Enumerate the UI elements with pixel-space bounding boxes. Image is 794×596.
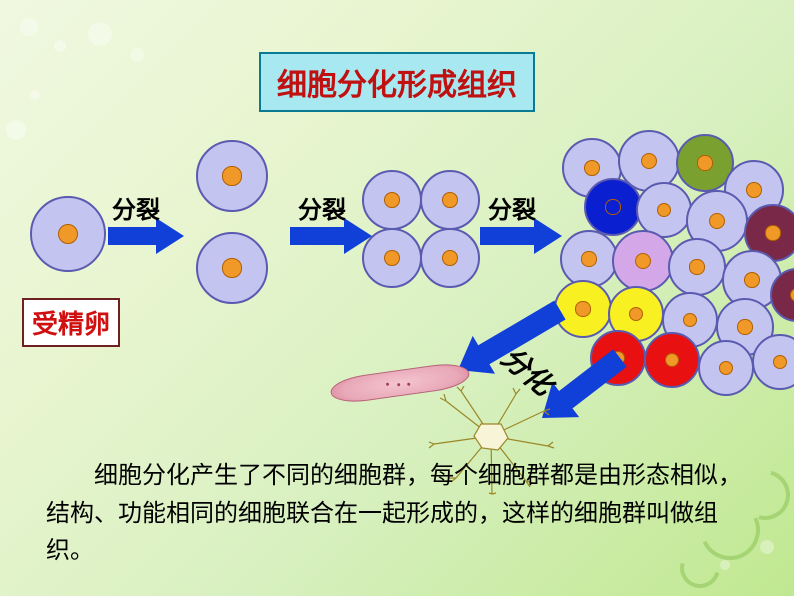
bg-bubble: [88, 22, 112, 46]
cell-nucleus: [581, 251, 596, 266]
cell-nucleus: [790, 288, 794, 302]
cell-nucleus: [442, 192, 458, 208]
cell-nucleus: [719, 361, 734, 376]
cell-nucleus: [384, 192, 400, 208]
cell-nucleus: [629, 307, 644, 322]
bg-bubble: [20, 18, 38, 36]
cell-nucleus: [641, 153, 657, 169]
cell-nucleus: [575, 301, 590, 316]
cell: [668, 238, 726, 296]
cell: [196, 232, 268, 304]
cell-nucleus: [222, 258, 241, 277]
bg-bubble: [30, 90, 40, 100]
division-label: 分裂: [112, 190, 160, 225]
cell: [554, 280, 612, 338]
cell-nucleus: [773, 355, 788, 370]
title-text: 细胞分化形成组织: [277, 69, 517, 102]
title-box: 细胞分化形成组织: [259, 52, 535, 112]
cell-nucleus: [442, 250, 458, 266]
body-paragraph: 细胞分化产生了不同的细胞群，每个细胞群都是由形态相似，结构、功能相同的细胞联合在…: [46, 458, 764, 570]
bg-bubble: [6, 120, 26, 140]
cell-nucleus: [683, 313, 698, 328]
bg-bubble: [130, 48, 144, 62]
fertilized-egg-label: 受精卵: [22, 298, 120, 347]
division-label: 分裂: [488, 190, 536, 225]
body-text: 细胞分化产生了不同的细胞群，每个细胞群都是由形态相似，结构、功能相同的细胞联合在…: [46, 463, 742, 563]
cell-nucleus: [611, 351, 626, 366]
cell-nucleus: [744, 272, 760, 288]
cell-nucleus: [689, 259, 704, 274]
cell-nucleus: [737, 319, 752, 334]
cell-nucleus: [384, 250, 400, 266]
cell: [420, 170, 480, 230]
cell: [612, 230, 674, 292]
cell: [644, 332, 700, 388]
cell-nucleus: [665, 353, 680, 368]
cell-nucleus: [635, 253, 651, 269]
cell: [560, 230, 618, 288]
cell: [30, 196, 106, 272]
cell: [584, 178, 642, 236]
cell-nucleus: [709, 213, 725, 229]
cell-nucleus: [657, 203, 672, 218]
cell-nucleus: [605, 199, 620, 214]
cell: [698, 340, 754, 396]
cell-nucleus: [765, 225, 780, 240]
cell: [196, 140, 268, 212]
bg-bubble: [54, 40, 66, 52]
cell-nucleus: [58, 224, 78, 244]
division-label: 分裂: [298, 190, 346, 225]
cell: [420, 228, 480, 288]
cell-nucleus: [584, 160, 600, 176]
cell-nucleus: [222, 166, 241, 185]
fertilized-egg-text: 受精卵: [32, 310, 110, 339]
cell-nucleus: [746, 182, 762, 198]
cell: [590, 330, 646, 386]
cell: [752, 334, 794, 390]
cell-nucleus: [697, 155, 712, 170]
